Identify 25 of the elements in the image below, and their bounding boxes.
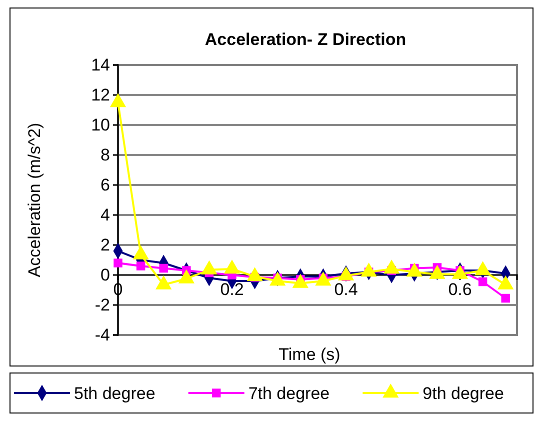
y-tick-label: 2 [100, 235, 110, 254]
x-tick-label: 0.2 [220, 280, 244, 300]
y-tick-label: -2 [94, 295, 110, 314]
y-tick-label: 10 [91, 115, 110, 134]
legend-label: 7th degree [248, 384, 330, 403]
y-tick-label: 6 [100, 175, 110, 194]
point [159, 264, 168, 273]
x-axis-title: Time (s) [278, 345, 340, 364]
point [114, 258, 122, 268]
legend-label: 9th degree [422, 384, 504, 403]
y-tick-label: 14 [91, 55, 110, 74]
y-tick-label: -4 [94, 325, 110, 344]
point [136, 262, 146, 270]
chart-title: Acceleration- Z Direction [204, 30, 406, 49]
y-tick-label: 4 [100, 205, 110, 224]
y-axis-title: Acceleration (m/s^2) [25, 122, 44, 278]
y-tick-label: 0 [100, 265, 110, 284]
y-tick-label: 8 [100, 145, 110, 164]
y-tick-label: 12 [91, 85, 110, 104]
point [478, 277, 488, 286]
x-tick-label: 0.4 [334, 280, 358, 300]
x-tick-label: 0.6 [448, 280, 472, 300]
point [110, 94, 126, 108]
point [501, 294, 510, 303]
legend-label: 5th degree [74, 384, 156, 403]
